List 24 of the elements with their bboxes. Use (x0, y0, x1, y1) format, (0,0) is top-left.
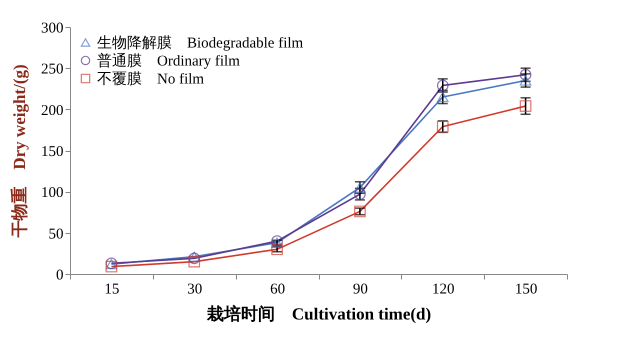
y-tick-label: 50 (48, 226, 64, 242)
point (520, 100, 532, 112)
x-tick-label: 15 (104, 282, 120, 298)
y-tick-label: 250 (41, 62, 64, 78)
legend-label: 生物降解膜 Biodegradable film (97, 34, 304, 52)
x-axis-title: 栽培时间 Cultivation time(d) (206, 304, 432, 324)
point (271, 243, 283, 256)
y-tick-label: 150 (41, 144, 64, 160)
x-tick-label: 150 (514, 282, 538, 298)
y-axis-title: 干物重 Dry weight/(g) (10, 64, 29, 239)
x-tick-label: 120 (432, 282, 454, 298)
y-tick-label: 100 (41, 185, 64, 202)
point (188, 252, 200, 264)
point (106, 260, 118, 272)
point (188, 256, 200, 268)
y-tick-label: 200 (41, 102, 64, 119)
legend-label: 普通膜 Ordinary film (97, 52, 240, 70)
y-tick-label: 300 (41, 20, 64, 36)
y-tick-label: 0 (56, 268, 64, 284)
x-tick-label: 60 (270, 282, 286, 298)
point (188, 252, 200, 262)
legend-label: 不覆膜 No film (97, 70, 204, 88)
x-tick-label: 30 (187, 282, 202, 298)
x-tick-label: 90 (352, 282, 368, 298)
